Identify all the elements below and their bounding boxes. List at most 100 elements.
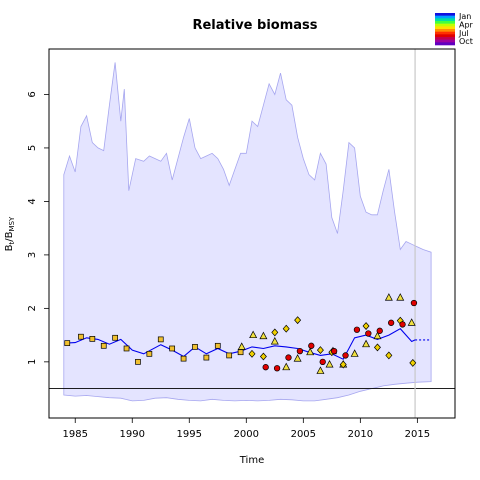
uncertainty-band-layer [63,62,432,402]
observation-point-square [237,349,244,356]
observation-point-square [192,344,198,350]
observation-point-triangle [293,354,302,362]
plot-frame [48,48,456,419]
observation-point-circle [376,327,383,334]
observation-point-circle [285,354,292,361]
legend-color-swatch [435,29,455,32]
legend-color-swatch [435,18,455,22]
observation-point-circle [365,330,372,337]
observation-point-circle [319,358,326,365]
legend-color-swatch [435,15,455,19]
legend-color-swatch [435,39,455,43]
observation-point-square [112,334,118,341]
legend-month-label: Oct [459,37,473,46]
x-tick-label: 2010 [348,429,373,440]
x-tick-label: 2005 [291,429,316,440]
y-axis-label-slash: /B [4,231,15,241]
observation-point-triangle [237,342,246,350]
y-tick-label: 5 [27,145,38,151]
y-tick-label: 4 [27,198,38,204]
observation-point-triangle [282,362,291,371]
y-axis-label-main: B [4,244,15,251]
x-axis-label: Time [239,455,264,466]
observation-point-square [203,354,210,361]
x-tick-label: 2015 [405,429,430,440]
observation-point-circle [353,326,361,333]
observation-point-square [214,342,221,349]
observation-point-square [226,352,233,359]
observation-point-diamond [259,352,267,361]
observation-point-diamond [385,351,393,360]
observation-point-triangle [384,293,393,301]
legend-color-swatch [435,23,455,27]
median-line-layer [66,328,432,360]
observation-point-diamond [339,360,347,369]
x-tick-label: 2000 [234,429,259,440]
observation-point-diamond [294,316,302,325]
y-axis-label: Bt/BMSY [4,216,16,251]
x-axis: 1985 1990 1995 2000 2005 2010 2015 [63,418,430,440]
y-tick-label: 6 [27,91,38,97]
observation-point-circle [308,342,315,349]
y-axis-label-sub2: MSY [8,216,16,231]
observation-point-circle [330,348,338,355]
median-line [66,328,416,360]
observation-point-triangle [325,359,334,368]
x-tick-label: 1995 [177,429,202,440]
legend-color-swatch [435,37,455,40]
observation-point-diamond [271,328,279,337]
observation-point-triangle [259,331,268,340]
legend-month-label: Jan [458,12,471,21]
observation-point-triangle [306,347,315,356]
observation-point-circle [399,321,406,328]
y-tick-label: 1 [27,359,38,365]
observation-point-square [169,345,176,352]
observation-point-circle [262,364,269,371]
legend-color-swatch [435,42,455,46]
legend-color-swatch [435,34,455,38]
observation-point-square [123,345,130,352]
observation-point-circle [410,299,418,307]
observation-point-triangle [249,330,258,339]
observation-point-square [146,350,153,357]
observation-point-diamond [316,346,324,355]
legend-color-swatch [435,13,455,16]
observation-point-triangle [396,293,405,301]
observation-point-triangle [373,331,382,340]
y-axis-label-sub1: t [8,241,16,244]
observation-point-square [157,336,164,343]
legend-month-label: Apr [459,20,474,29]
observation-point-diamond [248,349,256,358]
observation-point-diamond [282,324,290,333]
observation-points [64,293,418,374]
observation-point-diamond [373,343,381,352]
observation-point-triangle [362,339,371,348]
observation-point-triangle [350,349,359,357]
observation-point-square [100,342,107,349]
observation-point-square [135,358,141,365]
observation-point-square [180,355,187,362]
observation-point-triangle [316,366,325,374]
observation-point-circle [296,348,304,355]
observation-point-triangle [407,318,416,326]
observation-point-diamond [409,358,417,367]
x-tick-label: 1990 [120,429,145,440]
legend-color-swatch [435,31,455,35]
observation-point-diamond [362,322,370,330]
observation-point-circle [342,352,349,359]
observation-point-square [64,340,71,346]
observation-point-circle [273,365,281,372]
y-tick-label: 3 [27,252,38,258]
y-tick-label: 2 [27,305,38,311]
observation-point-square [89,336,96,342]
legend-color-swatch [435,21,455,24]
legend-month-label: Jul [458,29,469,38]
chart-title: Relative biomass [192,18,317,33]
y-axis: 1 2 3 4 5 6 [27,91,49,365]
observation-point-triangle [270,336,279,345]
observation-point-circle [387,319,395,326]
observation-point-square [78,333,84,340]
x-tick-label: 1985 [63,429,88,440]
